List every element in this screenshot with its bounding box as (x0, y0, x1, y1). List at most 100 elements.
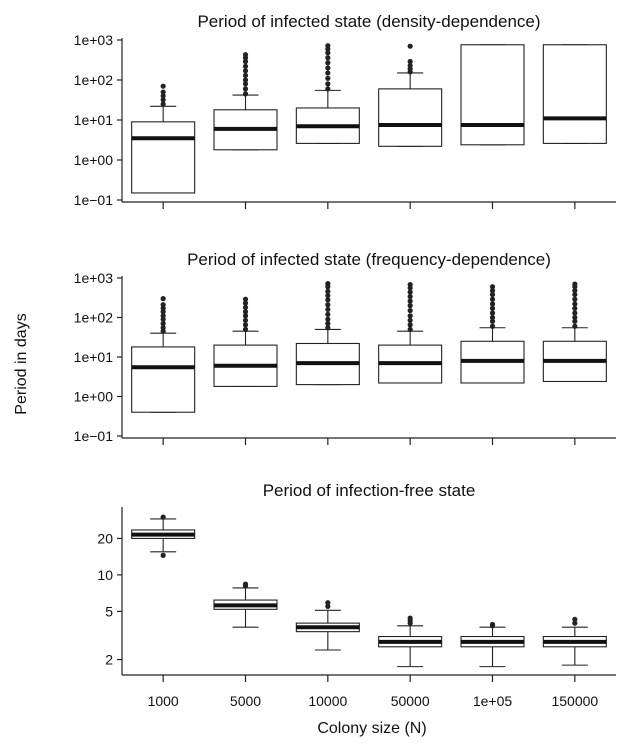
outlier-point (325, 603, 331, 609)
outlier-point (407, 317, 413, 323)
y-tick-label: 1e+03 (74, 32, 114, 48)
box-10000 (295, 43, 360, 144)
outlier-point (407, 298, 413, 304)
outlier-point (572, 620, 578, 626)
box-body (542, 44, 607, 144)
box-50000 (378, 282, 443, 384)
outlier-point (242, 326, 249, 332)
box-10000 (295, 600, 360, 651)
outlier-point (407, 282, 413, 288)
outlier-point (242, 91, 249, 97)
x-axis-label: Colony size (N) (317, 720, 426, 737)
outlier-point (242, 58, 249, 65)
outlier-point (572, 305, 578, 311)
outlier-point (407, 326, 413, 332)
outlier-point (325, 311, 331, 317)
outlier-point (325, 297, 331, 303)
outlier-point (242, 300, 249, 306)
outlier-point (572, 314, 578, 321)
outlier-point (407, 58, 413, 65)
outlier-point (407, 307, 413, 314)
y-tick-label: 1e+01 (74, 112, 114, 128)
box-50000 (378, 43, 443, 147)
panel-title: Period of infected state (frequency-depe… (187, 250, 551, 269)
outlier-point (325, 316, 331, 322)
y-tick-label: 1e+01 (74, 349, 114, 365)
outlier-point (407, 322, 413, 328)
outlier-point (325, 50, 331, 56)
box-5000 (213, 581, 278, 628)
outlier-point (572, 291, 578, 298)
outlier-point (489, 301, 496, 307)
outlier-point (572, 310, 578, 316)
outlier-point (572, 301, 578, 307)
outlier-point (242, 296, 249, 302)
outlier-point (160, 101, 166, 107)
outlier-point (489, 284, 496, 290)
y-tick-label: 10 (97, 567, 113, 583)
box-1000 (131, 514, 196, 558)
outlier-point (325, 281, 331, 287)
outlier-point (407, 615, 413, 621)
panel-title: Period of infection-free state (263, 481, 476, 500)
outlier-point (489, 323, 496, 329)
y-tick-label: 1e+00 (74, 389, 114, 405)
outlier-point (242, 77, 249, 83)
outlier-point (160, 89, 166, 95)
outlier-point (407, 313, 413, 319)
outlier-point (242, 313, 249, 319)
outlier-point (325, 55, 331, 61)
panel-title: Period of infected state (density-depend… (197, 12, 540, 31)
box-1e+05 (460, 284, 525, 384)
outlier-point (160, 552, 166, 558)
box-body (131, 346, 196, 413)
outlier-point (160, 325, 166, 331)
box-1000 (131, 83, 196, 194)
outlier-point (160, 93, 166, 99)
box-150000 (542, 281, 607, 383)
outlier-point (325, 65, 331, 71)
box-5000 (213, 296, 278, 387)
outlier-point (572, 318, 578, 324)
outlier-point (325, 81, 331, 87)
y-axis-label: Period in days (13, 313, 30, 414)
panel-3: Period of infection-free state 2 5 10 20 1000… (97, 481, 616, 709)
outlier-point (242, 81, 249, 87)
outlier-point (407, 289, 413, 295)
outlier-point (325, 43, 331, 49)
outlier-point (325, 75, 331, 81)
panels-group: Period of infected state (density-depend… (74, 12, 616, 709)
outlier-point (242, 322, 249, 328)
outlier-point (572, 281, 578, 287)
outlier-point (242, 304, 249, 311)
x-tick-label: 5000 (230, 693, 261, 709)
outlier-point (160, 514, 166, 520)
outlier-point (325, 70, 331, 76)
outlier-point (160, 97, 166, 103)
outlier-point (572, 616, 578, 622)
outlier-point (242, 317, 249, 323)
outlier-point (572, 323, 578, 329)
outlier-point (489, 621, 496, 628)
outlier-point (242, 68, 249, 74)
outlier-point (160, 296, 166, 302)
x-tick-label: 10000 (308, 693, 347, 709)
outlier-point (489, 314, 496, 321)
y-tick-label: 1e+03 (74, 270, 114, 286)
outlier-point (407, 62, 413, 69)
outlier-point (325, 60, 331, 66)
box-150000 (542, 616, 607, 666)
outlier-point (489, 310, 496, 316)
box-1e+05 (460, 621, 525, 668)
x-tick-label: 150000 (551, 693, 598, 709)
y-tick-label: 1e+00 (74, 152, 114, 168)
outlier-point (242, 86, 249, 92)
box-body (378, 88, 443, 147)
outlier-point (325, 306, 331, 313)
outlier-point (572, 287, 578, 294)
y-tick-label: 20 (97, 530, 113, 546)
outlier-point (242, 309, 249, 315)
outlier-point (325, 86, 331, 92)
y-tick-label: 1e+02 (74, 310, 114, 326)
